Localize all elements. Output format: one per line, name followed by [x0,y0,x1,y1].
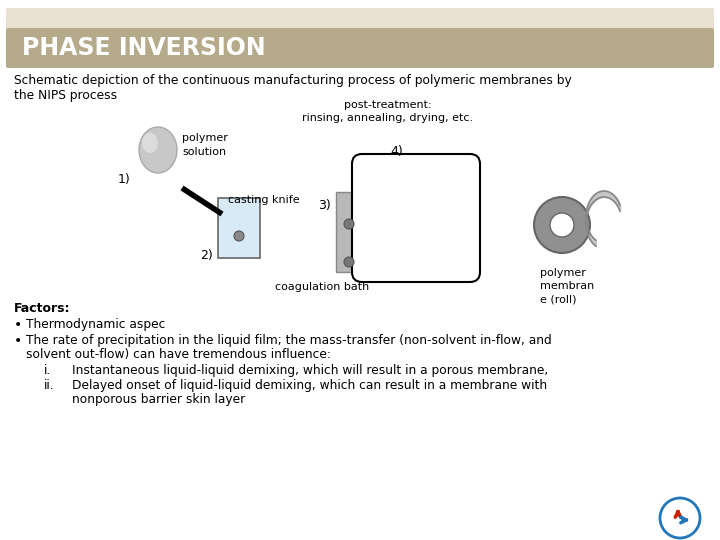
Text: Delayed onset of liquid-liquid demixing, which can result in a membrane with: Delayed onset of liquid-liquid demixing,… [72,379,547,392]
Text: 4): 4) [390,145,402,159]
Text: nonporous barrier skin layer: nonporous barrier skin layer [72,393,246,406]
Text: 1): 1) [118,173,131,186]
FancyBboxPatch shape [352,154,480,282]
Text: the NIPS process: the NIPS process [14,89,117,102]
Text: polymer
solution: polymer solution [182,133,228,157]
FancyBboxPatch shape [218,198,260,258]
Text: coagulation bath: coagulation bath [275,282,369,292]
Text: 2): 2) [200,248,212,261]
Circle shape [660,498,700,538]
Text: casting knife: casting knife [228,195,300,205]
Circle shape [344,257,354,267]
Text: Instantaneous liquid-liquid demixing, which will result in a porous membrane,: Instantaneous liquid-liquid demixing, wh… [72,364,548,377]
Circle shape [344,219,354,229]
Circle shape [234,231,244,241]
Circle shape [534,197,590,253]
FancyBboxPatch shape [6,28,714,68]
Text: post-treatment:
rinsing, annealing, drying, etc.: post-treatment: rinsing, annealing, dryi… [302,100,474,123]
Text: Thermodynamic aspec: Thermodynamic aspec [26,318,166,331]
Text: •: • [14,334,22,348]
Text: solvent out-flow) can have tremendous influence:: solvent out-flow) can have tremendous in… [26,348,331,361]
Circle shape [550,213,574,237]
Text: Schematic depiction of the continuous manufacturing process of polymeric membran: Schematic depiction of the continuous ma… [14,74,572,87]
FancyBboxPatch shape [336,192,362,272]
Text: 3): 3) [318,199,330,212]
Text: Factors:: Factors: [14,302,71,315]
FancyBboxPatch shape [6,8,714,34]
Text: PHASE INVERSION: PHASE INVERSION [22,36,266,60]
Text: ii.: ii. [44,379,55,392]
Text: polymer
membran
e (roll): polymer membran e (roll) [540,268,594,305]
Text: i.: i. [44,364,51,377]
Text: •: • [14,318,22,332]
Ellipse shape [142,133,158,153]
Ellipse shape [139,127,177,173]
Text: The rate of precipitation in the liquid film; the mass-transfer (non-solvent in-: The rate of precipitation in the liquid … [26,334,552,347]
